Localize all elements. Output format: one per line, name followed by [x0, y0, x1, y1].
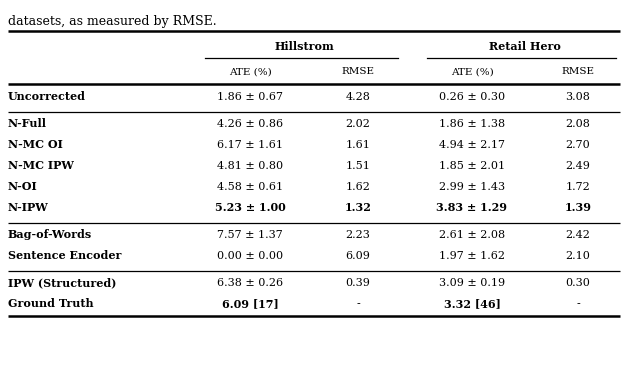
Text: ATE (%): ATE (%) [451, 68, 494, 76]
Text: 6.09: 6.09 [345, 250, 371, 261]
Text: 6.17 ± 1.61: 6.17 ± 1.61 [217, 139, 283, 150]
Text: -: - [576, 299, 580, 309]
Text: 4.28: 4.28 [345, 92, 371, 101]
Text: ATE (%): ATE (%) [229, 68, 271, 76]
Text: 1.85 ± 2.01: 1.85 ± 2.01 [439, 161, 505, 171]
Text: 1.62: 1.62 [345, 182, 371, 192]
Text: 2.02: 2.02 [345, 119, 371, 128]
Text: 6.09 [17]: 6.09 [17] [222, 298, 278, 309]
Text: 2.08: 2.08 [566, 119, 590, 128]
Text: N-OI: N-OI [8, 181, 38, 192]
Text: Retail Hero: Retail Hero [489, 41, 561, 52]
Text: N-Full: N-Full [8, 118, 47, 129]
Text: 4.81 ± 0.80: 4.81 ± 0.80 [217, 161, 283, 171]
Text: 2.10: 2.10 [566, 250, 590, 261]
Text: N-MC IPW: N-MC IPW [8, 160, 74, 171]
Text: datasets, as measured by RMSE.: datasets, as measured by RMSE. [8, 15, 217, 28]
Text: 3.08: 3.08 [566, 92, 590, 101]
Text: 2.23: 2.23 [345, 230, 371, 240]
Text: RMSE: RMSE [561, 68, 595, 76]
Text: N-MC OI: N-MC OI [8, 139, 63, 150]
Text: N-IPW: N-IPW [8, 202, 49, 213]
Text: Sentence Encoder: Sentence Encoder [8, 250, 121, 261]
Text: 3.83 ± 1.29: 3.83 ± 1.29 [436, 202, 507, 213]
Text: Hillstrom: Hillstrom [274, 41, 334, 52]
Text: IPW (Structured): IPW (Structured) [8, 277, 116, 288]
Text: 2.70: 2.70 [566, 139, 590, 150]
Text: 4.58 ± 0.61: 4.58 ± 0.61 [217, 182, 283, 192]
Text: 2.49: 2.49 [566, 161, 590, 171]
Text: Bag-of-Words: Bag-of-Words [8, 229, 92, 240]
Text: 0.39: 0.39 [345, 278, 371, 288]
Text: -: - [356, 299, 360, 309]
Text: 4.94 ± 2.17: 4.94 ± 2.17 [439, 139, 505, 150]
Text: 0.30: 0.30 [566, 278, 590, 288]
Text: 0.00 ± 0.00: 0.00 ± 0.00 [217, 250, 283, 261]
Text: 3.09 ± 0.19: 3.09 ± 0.19 [439, 278, 505, 288]
Text: 1.61: 1.61 [345, 139, 371, 150]
Text: 1.86 ± 0.67: 1.86 ± 0.67 [217, 92, 283, 101]
Text: RMSE: RMSE [342, 68, 374, 76]
Text: 2.61 ± 2.08: 2.61 ± 2.08 [439, 230, 505, 240]
Text: 2.99 ± 1.43: 2.99 ± 1.43 [439, 182, 505, 192]
Text: 5.23 ± 1.00: 5.23 ± 1.00 [215, 202, 285, 213]
Text: 0.26 ± 0.30: 0.26 ± 0.30 [439, 92, 505, 101]
Text: 1.51: 1.51 [345, 161, 371, 171]
Text: 1.72: 1.72 [566, 182, 590, 192]
Text: 4.26 ± 0.86: 4.26 ± 0.86 [217, 119, 283, 128]
Text: 6.38 ± 0.26: 6.38 ± 0.26 [217, 278, 283, 288]
Text: 1.39: 1.39 [565, 202, 592, 213]
Text: 1.97 ± 1.62: 1.97 ± 1.62 [439, 250, 505, 261]
Text: Ground Truth: Ground Truth [8, 298, 94, 309]
Text: 7.57 ± 1.37: 7.57 ± 1.37 [217, 230, 283, 240]
Text: 1.86 ± 1.38: 1.86 ± 1.38 [439, 119, 505, 128]
Text: 3.32 [46]: 3.32 [46] [443, 298, 501, 309]
Text: 2.42: 2.42 [566, 230, 590, 240]
Text: 1.32: 1.32 [345, 202, 371, 213]
Text: Uncorrected: Uncorrected [8, 91, 86, 102]
